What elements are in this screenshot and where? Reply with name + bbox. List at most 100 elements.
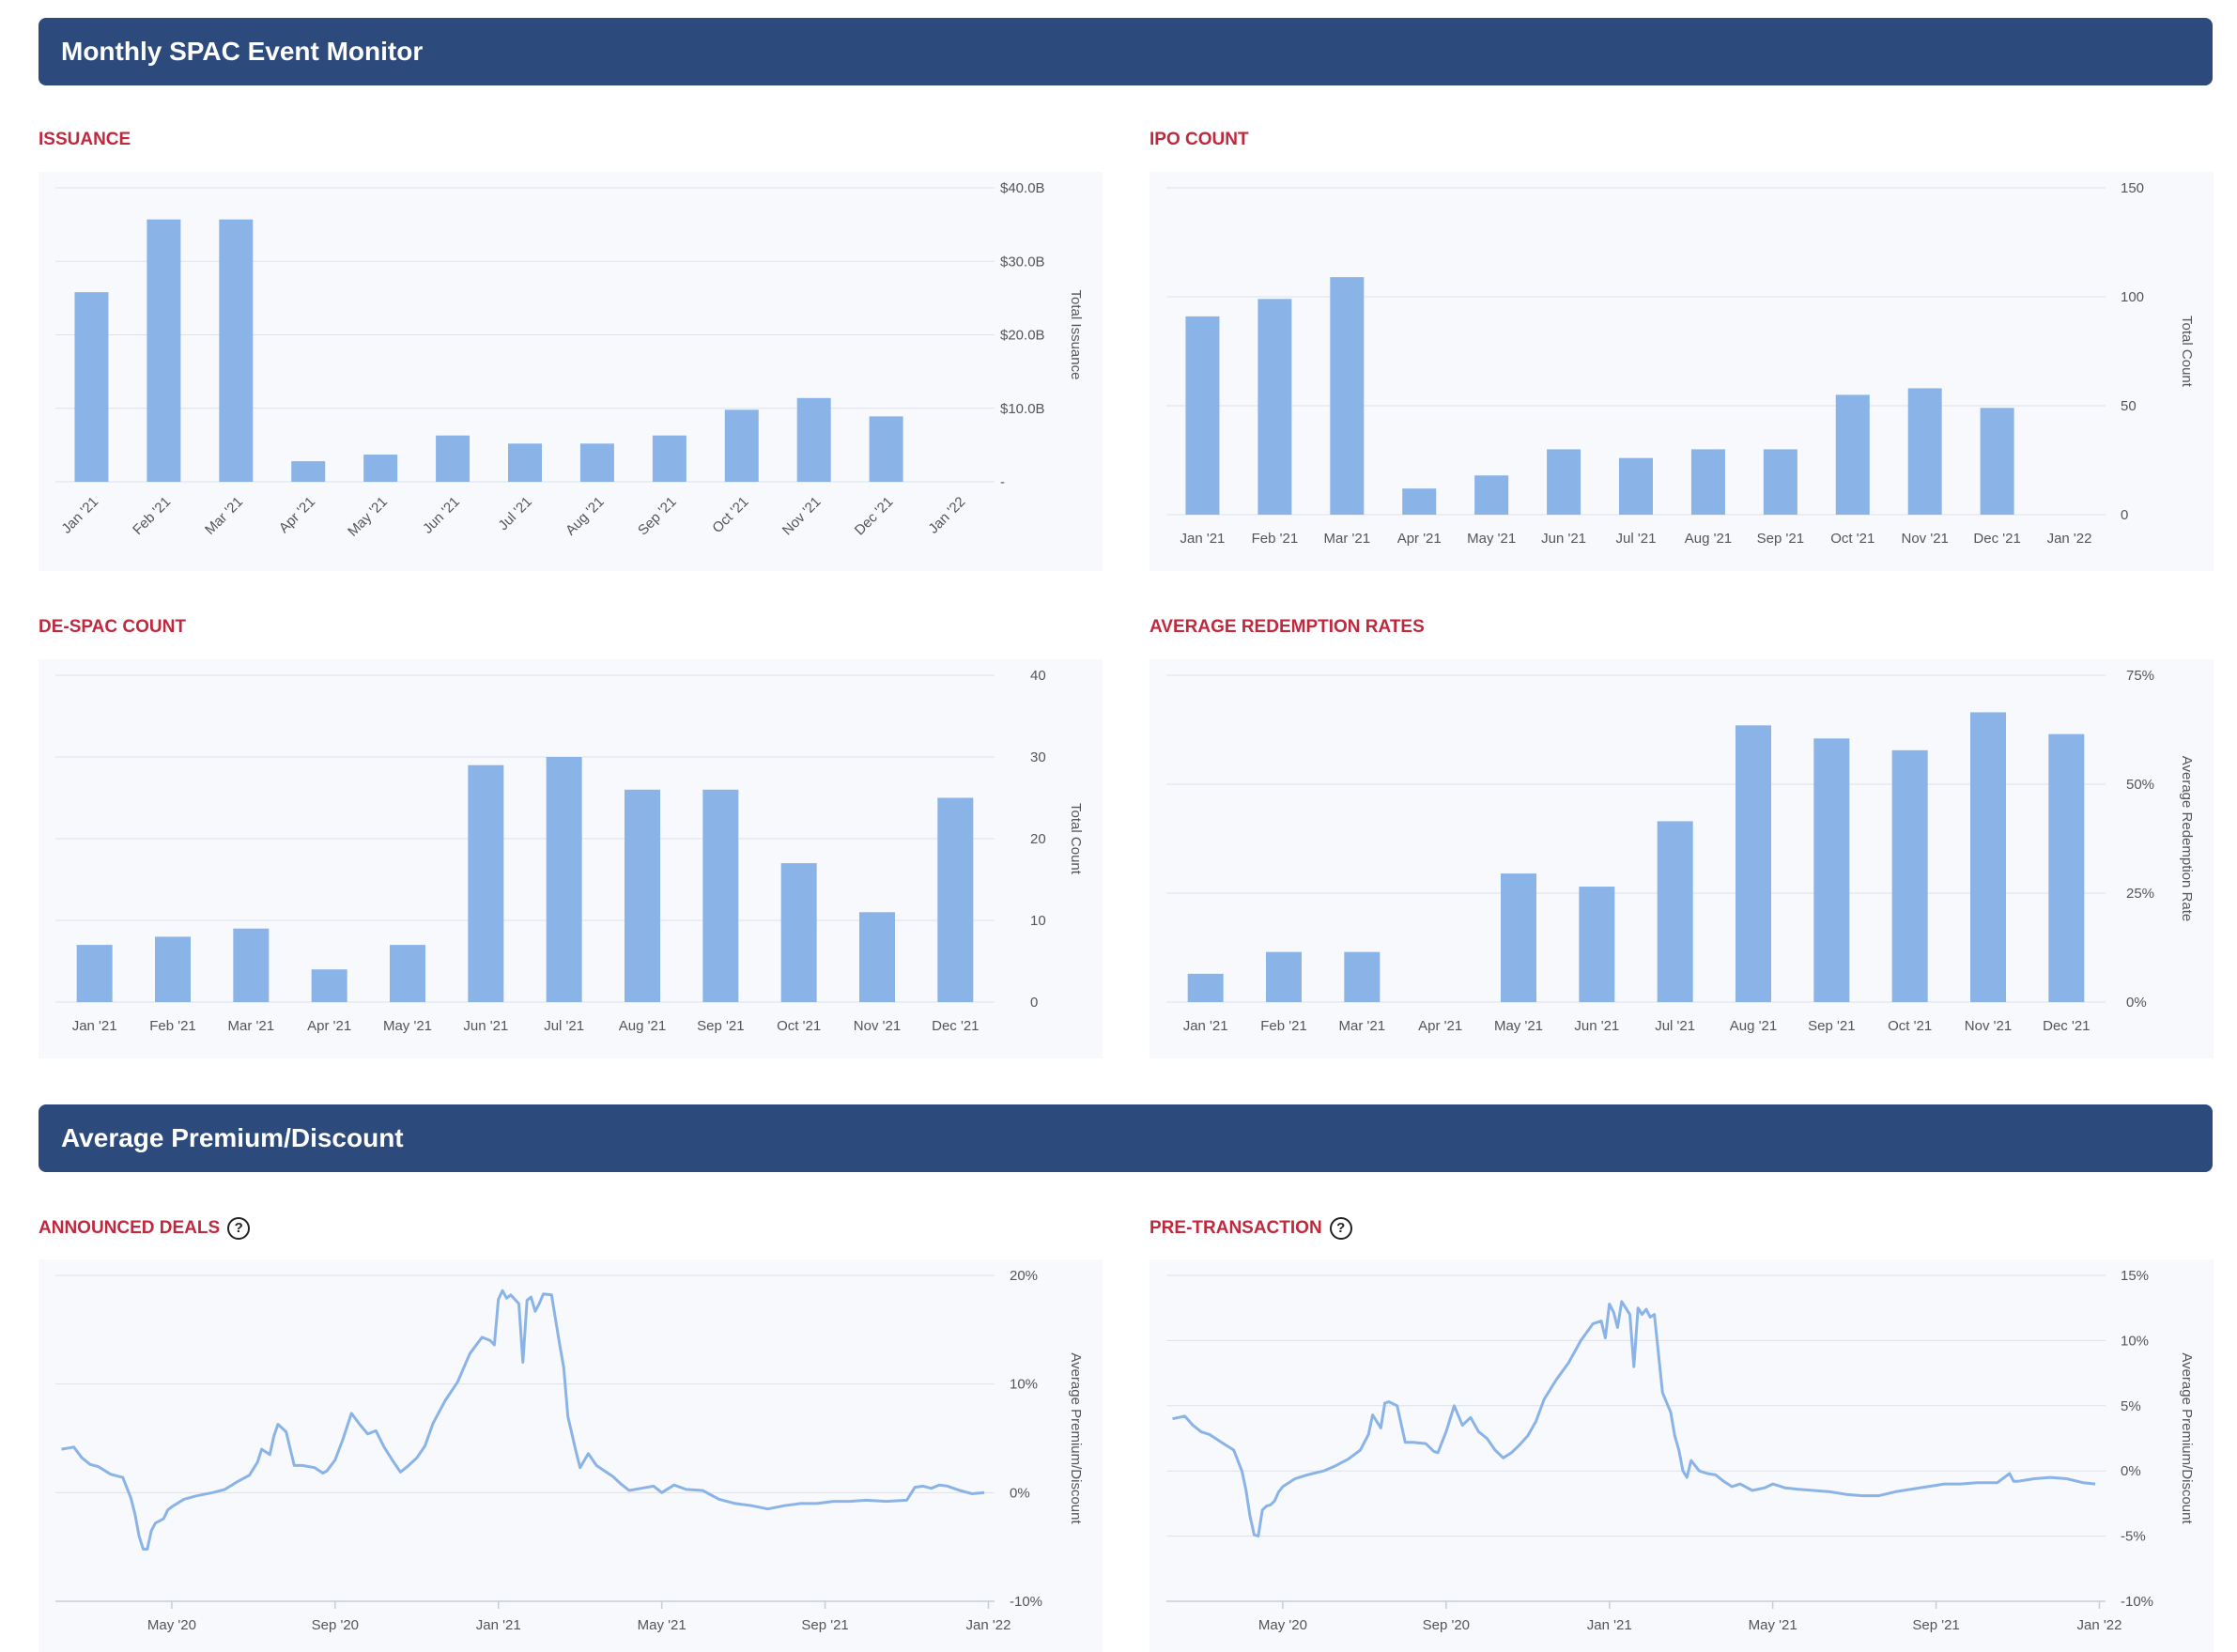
y-tick-label: $40.0B [1000,180,1045,196]
x-tick-label: Jul '21 [1616,531,1657,547]
series-line [61,1289,985,1551]
y-tick-label: 5% [2121,1398,2141,1414]
x-tick-label: Dec '21 [2043,1018,2090,1034]
x-tick-label: Nov '21 [779,494,825,539]
y-tick-label: 75% [2126,668,2154,684]
bar [724,409,759,482]
redemption-rate-chart: 0% 25% 50% 75% Average Redemption Rate Jan '2… [1149,659,2214,1058]
y-tick-label: 50% [2126,777,2154,793]
bar [76,945,113,1002]
bar [1690,449,1725,515]
y-axis-label: Total Count [2179,316,2195,388]
bar [1344,951,1381,1002]
x-tick-label: Jan '22 [2077,1617,2122,1633]
x-tick-label: Jun '21 [463,1018,508,1034]
x-tick-label: Sep '21 [1808,1018,1855,1034]
x-tick-label: Jan '21 [58,494,101,537]
bar [1813,738,1850,1002]
despac-count-chart: 0 10 20 30 40 Total Count Jan '21 Feb '21 Mar '2… [39,659,1103,1058]
x-tick-label: May '21 [345,494,391,540]
x-tick-label: Feb '21 [130,494,174,538]
x-tick-label: Dec '21 [1973,531,2020,547]
bar [1187,973,1224,1002]
chart-title-issuance: ISSUANCE [39,130,131,149]
bar [155,936,191,1002]
bar [652,435,687,482]
bar [508,443,542,482]
y-tick-label: 100 [2121,289,2144,305]
section-title: Average Premium/Discount [61,1123,404,1152]
x-tick-label: Jul '21 [495,494,534,533]
x-tick-label: Jan '22 [925,494,968,537]
bar [436,435,471,482]
bar [859,912,895,1002]
x-tick-label: Jun '21 [420,494,463,537]
y-tick-label: -10% [1010,1594,1042,1610]
x-tick-label: Aug '21 [619,1018,666,1034]
x-tick-label: Sep '21 [801,1617,848,1633]
bar [1657,821,1693,1002]
x-tick-label: Aug '21 [563,494,608,539]
y-tick-label: 15% [2121,1268,2149,1284]
bar [1907,388,1942,515]
chart-title-pre-transaction: PRE-TRANSACTION? [1149,1217,1352,1240]
x-tick-label: Nov '21 [1901,531,1948,547]
x-tick-label: Feb '21 [1252,531,1299,547]
bar [702,789,739,1002]
x-tick-label: Sep '21 [1912,1617,1959,1633]
bar [1736,725,1771,1002]
x-tick-label: Apr '21 [1418,1018,1462,1034]
x-tick-label: Aug '21 [1685,531,1732,547]
bar [390,945,425,1002]
x-tick-label: Jul '21 [544,1018,584,1034]
x-tick-label: Sep '21 [1757,531,1804,547]
bar [546,757,582,1002]
x-tick-label: Jan '21 [1183,1018,1228,1034]
issuance-chart: - $10.0B $20.0B $30.0B $40.0B Total Issuance J… [39,172,1103,571]
bar [468,764,504,1002]
y-tick-label: -5% [2121,1529,2146,1545]
x-tick-label: Dec '21 [852,494,897,539]
section-header-monthly: Monthly SPAC Event Monitor [39,18,2213,85]
x-tick-label: Mar '21 [1324,531,1371,547]
x-tick-label: May '20 [1258,1617,1307,1633]
section-title: Monthly SPAC Event Monitor [61,37,424,66]
bar [1547,449,1581,515]
y-tick-label: 25% [2126,886,2154,902]
bar [1579,887,1615,1002]
chart-title-ipo-count: IPO COUNT [1149,130,1249,149]
bar [1257,299,1292,515]
announced-deals-chart: -10% 0% 10% 20% Average Premium/Discount May … [39,1259,1103,1652]
x-tick-label: Jun '21 [1574,1018,1619,1034]
section-header-premium: Average Premium/Discount [39,1104,2213,1172]
bar [311,969,347,1002]
y-tick-label: 0% [2121,1463,2141,1479]
x-tick-label: May '20 [147,1617,196,1633]
x-tick-label: Aug '21 [1730,1018,1777,1034]
x-tick-label: May '21 [638,1617,687,1633]
x-tick-label: Jun '21 [1541,531,1586,547]
bar [233,928,270,1002]
bar [74,292,109,482]
x-tick-label: Mar '21 [202,494,246,538]
question-circle-icon[interactable]: ? [227,1217,251,1240]
x-tick-label: Oct '21 [1830,531,1874,547]
x-tick-label: Oct '21 [777,1018,821,1034]
x-tick-label: Nov '21 [854,1018,901,1034]
x-tick-label: Apr '21 [1397,531,1442,547]
x-tick-label: Dec '21 [932,1018,979,1034]
x-tick-label: May '21 [1749,1617,1797,1633]
x-tick-label: Jan '22 [2047,531,2092,547]
x-tick-label: Apr '21 [276,494,318,536]
x-tick-label: May '21 [1467,531,1516,547]
question-circle-icon[interactable]: ? [1329,1217,1352,1240]
x-tick-label: Mar '21 [1339,1018,1386,1034]
bar [1402,488,1437,515]
y-axis-label: Total Count [1068,803,1084,875]
pre-transaction-chart: -10% -5% 0% 5% 10% 15% Average Premium/Discoun… [1149,1259,2214,1652]
chart-title-announced-deals: ANNOUNCED DEALS? [39,1217,251,1240]
x-tick-label: Jan '22 [966,1617,1011,1633]
bar [937,797,974,1002]
bar [147,219,181,482]
bar [1474,475,1509,515]
